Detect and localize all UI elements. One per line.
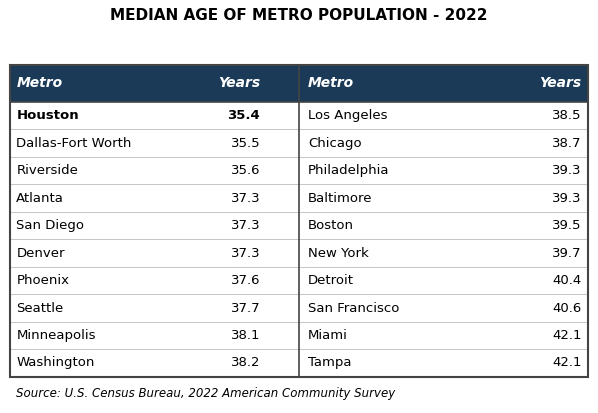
Text: Years: Years	[539, 76, 582, 90]
Text: MEDIAN AGE OF METRO POPULATION - 2022: MEDIAN AGE OF METRO POPULATION - 2022	[110, 8, 488, 23]
Text: Miami: Miami	[308, 329, 348, 342]
Text: 39.3: 39.3	[552, 164, 582, 177]
Text: Minneapolis: Minneapolis	[16, 329, 96, 342]
Text: 38.1: 38.1	[231, 329, 260, 342]
Text: 39.7: 39.7	[552, 247, 582, 259]
Text: Seattle: Seattle	[16, 301, 63, 315]
Text: 37.6: 37.6	[231, 274, 260, 287]
Text: Atlanta: Atlanta	[16, 192, 64, 204]
Text: 37.3: 37.3	[231, 219, 260, 232]
Text: San Francisco: San Francisco	[308, 301, 399, 315]
Text: Los Angeles: Los Angeles	[308, 109, 388, 122]
Text: 38.5: 38.5	[552, 109, 582, 122]
Text: Denver: Denver	[16, 247, 65, 259]
Text: Tampa: Tampa	[308, 356, 352, 370]
Text: 40.4: 40.4	[553, 274, 582, 287]
Text: Dallas-Fort Worth: Dallas-Fort Worth	[16, 137, 132, 150]
Text: Metro: Metro	[16, 76, 62, 90]
Text: 35.6: 35.6	[231, 164, 260, 177]
Text: Baltimore: Baltimore	[308, 192, 373, 204]
Text: 40.6: 40.6	[553, 301, 582, 315]
Text: 37.7: 37.7	[231, 301, 260, 315]
Text: Metro: Metro	[308, 76, 354, 90]
Text: Phoenix: Phoenix	[16, 274, 69, 287]
Text: 35.4: 35.4	[228, 109, 260, 122]
Text: 42.1: 42.1	[552, 329, 582, 342]
Text: 38.7: 38.7	[552, 137, 582, 150]
Text: Chicago: Chicago	[308, 137, 362, 150]
Text: Riverside: Riverside	[16, 164, 78, 177]
Text: New York: New York	[308, 247, 369, 259]
Text: 37.3: 37.3	[231, 247, 260, 259]
Text: Source: U.S. Census Bureau, 2022 American Community Survey: Source: U.S. Census Bureau, 2022 America…	[16, 387, 395, 400]
Text: 37.3: 37.3	[231, 192, 260, 204]
Text: 35.5: 35.5	[231, 137, 260, 150]
Text: 39.3: 39.3	[552, 192, 582, 204]
Text: Philadelphia: Philadelphia	[308, 164, 389, 177]
Text: Boston: Boston	[308, 219, 354, 232]
Bar	[10, 65, 588, 102]
Text: Detroit: Detroit	[308, 274, 354, 287]
Text: Washington: Washington	[16, 356, 94, 370]
Text: San Diego: San Diego	[16, 219, 84, 232]
Text: 42.1: 42.1	[552, 356, 582, 370]
Text: 38.2: 38.2	[231, 356, 260, 370]
Text: Years: Years	[218, 76, 260, 90]
Text: 39.5: 39.5	[552, 219, 582, 232]
Text: Houston: Houston	[16, 109, 79, 122]
Bar	[10, 65, 588, 377]
